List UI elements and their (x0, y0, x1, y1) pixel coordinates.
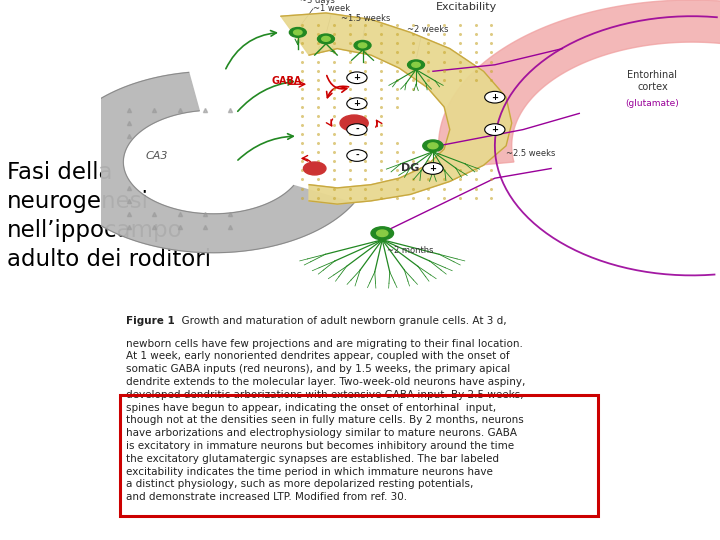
Text: -: - (355, 125, 359, 134)
Text: +: + (491, 93, 498, 102)
Circle shape (340, 115, 368, 131)
Circle shape (322, 36, 330, 42)
Circle shape (289, 28, 306, 37)
Text: ~2 weeks: ~2 weeks (407, 25, 448, 35)
Circle shape (408, 60, 425, 70)
Circle shape (354, 40, 371, 50)
Circle shape (485, 91, 505, 103)
Circle shape (318, 34, 334, 44)
Text: Figure 1: Figure 1 (126, 316, 175, 326)
Circle shape (294, 30, 302, 35)
Circle shape (347, 150, 367, 161)
Circle shape (423, 140, 443, 152)
Text: ~2.5 weeks: ~2.5 weeks (506, 148, 555, 158)
Polygon shape (281, 13, 512, 204)
Text: -: - (355, 151, 359, 160)
Text: Fasi della
neurogenesi
nell’ippocampo
adulto dei roditori: Fasi della neurogenesi nell’ippocampo ad… (7, 160, 211, 272)
Text: Excitability: Excitability (436, 2, 498, 12)
Text: ~1.5 weeks: ~1.5 weeks (341, 14, 390, 23)
Circle shape (359, 43, 366, 48)
Polygon shape (438, 0, 720, 196)
Text: ~3 days: ~3 days (300, 0, 335, 5)
Text: Entorhinal
cortex: Entorhinal cortex (627, 70, 678, 92)
Text: ~1 week: ~1 week (313, 4, 350, 14)
Circle shape (303, 162, 326, 175)
Text: +: + (429, 164, 436, 173)
Circle shape (412, 62, 420, 68)
Text: DG: DG (401, 164, 420, 173)
Text: CA3: CA3 (146, 151, 168, 160)
Circle shape (347, 72, 367, 84)
Text: +: + (354, 99, 361, 108)
Polygon shape (55, 72, 354, 253)
Circle shape (377, 230, 388, 237)
Text: ~2 months: ~2 months (387, 246, 433, 255)
Circle shape (423, 163, 443, 174)
Text: Growth and maturation of adult newborn granule cells. At 3 d,: Growth and maturation of adult newborn g… (175, 316, 507, 326)
Circle shape (485, 124, 505, 136)
Text: GABA: GABA (271, 76, 302, 86)
Text: newborn cells have few projections and are migrating to their final location.
At: newborn cells have few projections and a… (126, 339, 526, 502)
Text: +: + (354, 73, 361, 82)
Circle shape (347, 124, 367, 136)
Circle shape (371, 227, 394, 240)
Circle shape (347, 98, 367, 110)
Circle shape (428, 143, 438, 148)
Text: +: + (491, 125, 498, 134)
Text: (glutamate): (glutamate) (626, 99, 680, 108)
